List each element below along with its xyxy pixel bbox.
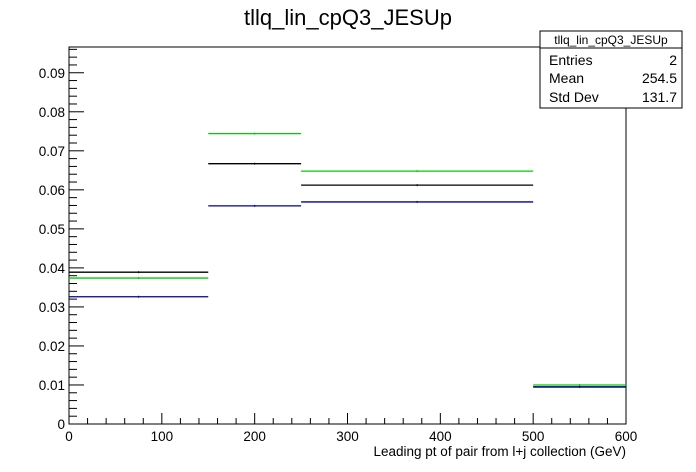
series-1 <box>69 132 626 386</box>
stats-mean-label: Mean <box>549 70 584 86</box>
y-tick-label: 0.07 <box>39 144 65 159</box>
x-axis: 0 100 200 300 400 500 600 <box>65 413 637 444</box>
x-tick-label: 0 <box>65 429 73 444</box>
stats-box: tllq_lin_cpQ3_JESUp Entries 2 Mean 254.5… <box>539 30 683 109</box>
y-tick-label: 0.01 <box>39 378 65 393</box>
stats-box-frame <box>539 30 683 109</box>
chart-title: tllq_lin_cpQ3_JESUp <box>244 5 452 30</box>
stats-mean-value: 254.5 <box>642 70 677 86</box>
y-tick-label: 0.09 <box>39 66 65 81</box>
y-axis: 0 0.01 0.02 0.03 0.04 0.05 0.06 0.07 0.08 0.09 <box>39 48 84 432</box>
stats-title: tllq_lin_cpQ3_JESUp <box>554 33 668 47</box>
series-layer <box>69 132 626 388</box>
x-tick-label: 300 <box>336 429 359 444</box>
x-tick-label: 500 <box>522 429 545 444</box>
stats-stddev-value: 131.7 <box>642 89 677 105</box>
x-tick-label: 600 <box>615 429 638 444</box>
stats-entries-label: Entries <box>549 52 593 68</box>
x-tick-label: 400 <box>429 429 452 444</box>
x-axis-title: Leading pt of pair from l+j collection (… <box>374 444 627 459</box>
stats-stddev-label: Std Dev <box>549 89 599 105</box>
y-tick-label: 0.02 <box>39 339 65 354</box>
x-tick-label: 200 <box>243 429 266 444</box>
stats-entries-value: 2 <box>669 52 677 68</box>
y-tick-label: 0 <box>57 417 65 432</box>
y-tick-label: 0.04 <box>39 261 66 276</box>
y-tick-label: 0.06 <box>39 183 65 198</box>
y-tick-label: 0.03 <box>39 300 65 315</box>
y-tick-label: 0.08 <box>39 105 65 120</box>
series-0 <box>69 162 626 388</box>
series-2 <box>69 200 626 388</box>
y-tick-label: 0.05 <box>39 222 65 237</box>
x-tick-label: 100 <box>151 429 174 444</box>
